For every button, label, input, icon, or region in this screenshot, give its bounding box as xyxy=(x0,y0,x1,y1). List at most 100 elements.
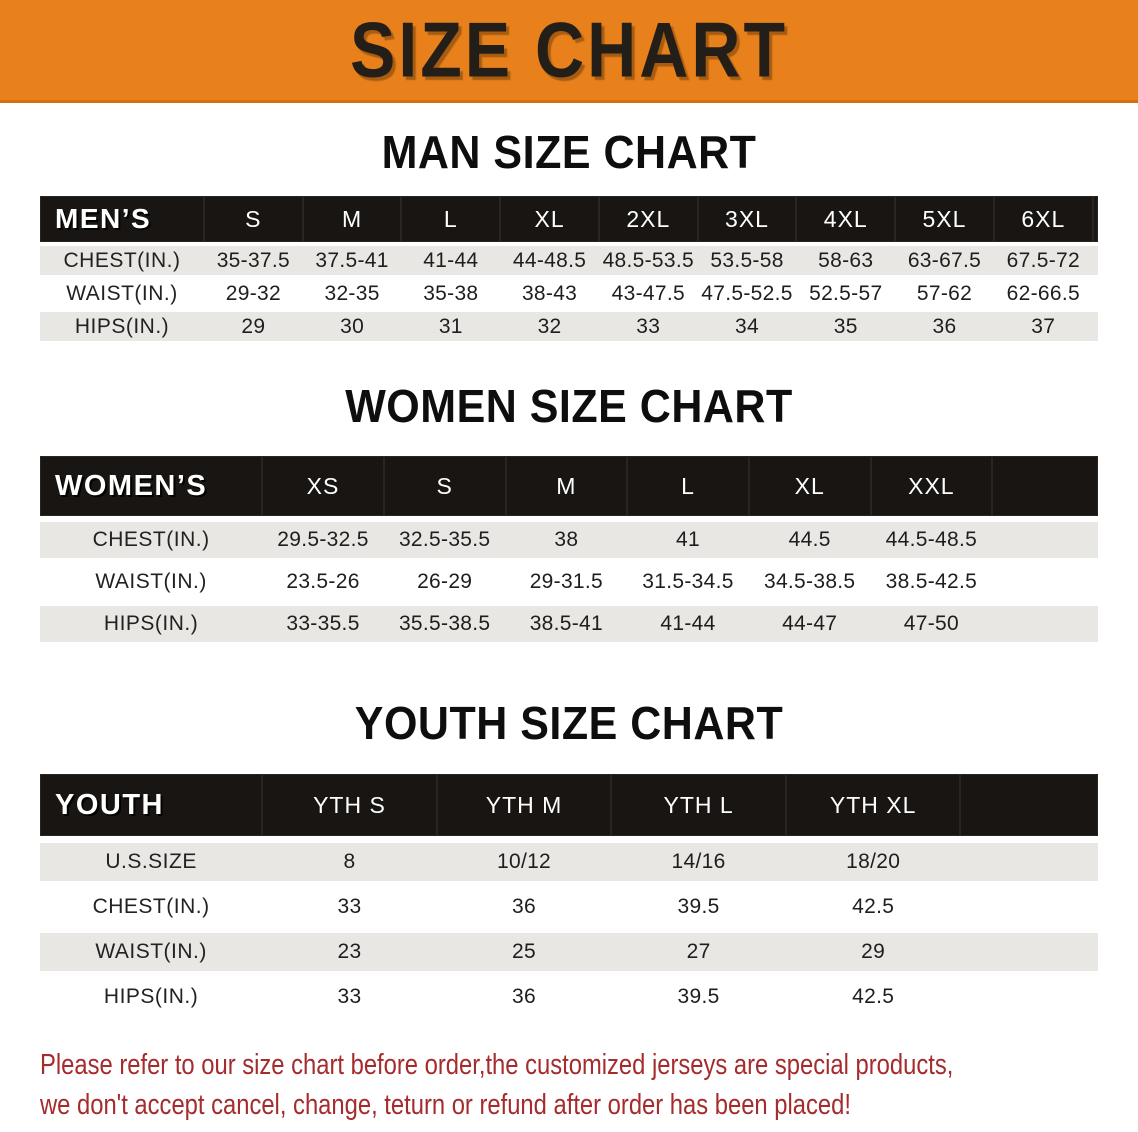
men-size-value-cell: 52.5-57 xyxy=(809,281,883,305)
women-size-value-cell: 44.5-48.5 xyxy=(885,528,978,551)
row-spacer-cell xyxy=(992,564,1098,600)
row-spacer-cell xyxy=(1093,312,1098,341)
women-size-value-cell: 29-31.5 xyxy=(529,570,604,593)
youth-size-column-header: YTH S xyxy=(262,774,437,836)
youth-size-value-cell: 25 xyxy=(512,940,536,963)
men-size-column-header: 4XL xyxy=(796,196,896,242)
women-size-column-header: L xyxy=(627,456,749,516)
youth-measurement-row: HIPS(IN.) 33 36 39.5 42.5 xyxy=(40,978,1098,1016)
women-section-heading: WOMEN SIZE CHART xyxy=(345,381,793,433)
men-size-value-cell: 67.5-72 xyxy=(1006,248,1080,272)
row-spacer-cell xyxy=(960,933,1098,971)
men-size-value-cell: 62-66.5 xyxy=(1006,281,1080,305)
men-size-value-cell: 29-32 xyxy=(225,281,281,305)
disclaimer-line-2: we don't accept cancel, change, teturn o… xyxy=(40,1089,851,1122)
women-size-value-cell: 41-44 xyxy=(660,612,716,635)
youth-size-value-cell: 18/20 xyxy=(846,850,901,873)
men-size-value-cell: 53.5-58 xyxy=(710,248,784,272)
men-size-value-cell: 36 xyxy=(932,314,957,338)
women-row-label: CHEST(IN.) xyxy=(92,528,210,551)
youth-row-label: U.S.SIZE xyxy=(105,850,197,873)
women-size-value-cell: 32.5-35.5 xyxy=(398,528,491,551)
men-row-label: WAIST(IN.) xyxy=(66,281,178,305)
youth-row-label: CHEST(IN.) xyxy=(92,895,210,918)
men-size-value-cell: 32 xyxy=(537,314,562,338)
women-size-column-header: XL xyxy=(748,456,871,516)
youth-size-value-cell: 14/16 xyxy=(671,850,726,873)
row-spacer-cell xyxy=(992,606,1098,642)
disclaimer: Please refer to our size chart before or… xyxy=(40,1045,1138,1125)
women-row-label: WAIST(IN.) xyxy=(95,570,207,593)
banner: SIZE CHART xyxy=(0,0,1138,103)
women-size-column-header: XS xyxy=(262,456,384,516)
youth-size-value-cell: 27 xyxy=(686,940,711,963)
women-size-value-cell: 29.5-32.5 xyxy=(277,528,369,551)
youth-size-value-cell: 10/12 xyxy=(496,850,552,873)
youth-size-value-cell: 23 xyxy=(337,940,362,963)
men-size-value-cell: 35-38 xyxy=(423,281,479,305)
men-size-value-cell: 57-62 xyxy=(916,281,973,305)
men-size-value-cell: 33 xyxy=(636,314,661,338)
men-size-column-header: L xyxy=(401,196,501,242)
youth-measurement-row: U.S.SIZE 8 10/12 14/16 18/20 xyxy=(40,843,1098,881)
men-size-value-cell: 37.5-41 xyxy=(315,248,389,272)
youth-measurement-row: WAIST(IN.) 23 25 27 29 xyxy=(40,933,1098,971)
youth-size-chart-section: YOUTH SIZE CHART YOUTH YTH S YTH M YTH L YTH … xyxy=(0,698,1138,1023)
row-spacer-cell xyxy=(992,522,1098,558)
women-measurement-row: HIPS(IN.) 33-35.5 35.5-38.5 38.5-41 41-44 44-… xyxy=(40,606,1098,642)
youth-measurement-row: CHEST(IN.) 33 36 39.5 42.5 xyxy=(40,888,1098,926)
women-header-row: WOMEN’S XS S M L XL XXL xyxy=(40,456,1098,516)
youth-header-row: YOUTH YTH S YTH M YTH L YTH XL xyxy=(40,774,1098,836)
row-spacer-cell xyxy=(1093,246,1098,275)
women-size-value-cell: 41 xyxy=(676,528,700,551)
men-measurement-row: HIPS(IN.) 29 30 31 32 33 34 35 36 37 xyxy=(40,312,1098,341)
women-measurement-row: WAIST(IN.) 23.5-26 26-29 29-31.5 31.5-34.5 34… xyxy=(40,564,1098,600)
youth-size-value-cell: 33 xyxy=(337,985,362,1008)
men-size-value-cell: 32-35 xyxy=(324,281,380,305)
men-size-value-cell: 63-67.5 xyxy=(907,248,982,272)
women-size-value-cell: 23.5-26 xyxy=(286,570,360,593)
women-row-label: HIPS(IN.) xyxy=(103,612,199,635)
youth-size-value-cell: 33 xyxy=(337,895,362,918)
women-measurement-row: CHEST(IN.) 29.5-32.5 32.5-35.5 38 41 44.5 44.5… xyxy=(40,522,1098,558)
women-table-label: WOMEN’S xyxy=(40,456,263,516)
men-size-table: MEN’S S M L XL 2XL 3XL 4XL 5XL 6XL CHEST(IN.) 35-37… xyxy=(40,192,1098,345)
men-size-value-cell: 44-48.5 xyxy=(512,248,587,272)
youth-size-column-header: YTH XL xyxy=(785,774,961,836)
men-size-chart-section: MAN SIZE CHART MEN’S S M L XL 2XL 3XL 4XL 5XL 6XL C… xyxy=(0,127,1138,345)
men-size-column-header: S xyxy=(203,196,303,242)
women-size-value-cell: 38.5-41 xyxy=(529,612,604,635)
men-size-value-cell: 30 xyxy=(340,314,365,338)
header-spacer-cell xyxy=(1092,196,1098,242)
youth-size-value-cell: 39.5 xyxy=(677,985,720,1008)
youth-size-column-header: YTH M xyxy=(436,774,612,836)
youth-size-value-cell: 42.5 xyxy=(852,895,895,918)
men-size-column-header: M xyxy=(302,196,402,242)
women-size-value-cell: 47-50 xyxy=(903,612,959,635)
men-size-value-cell: 34 xyxy=(735,314,759,338)
youth-section-heading: YOUTH SIZE CHART xyxy=(354,698,784,750)
youth-size-value-cell: 29 xyxy=(861,940,886,963)
youth-size-table: YOUTH YTH S YTH M YTH L YTH XL U.S.SIZE 8 10/12… xyxy=(40,767,1098,1023)
men-section-heading: MAN SIZE CHART xyxy=(381,127,757,179)
women-size-value-cell: 44-47 xyxy=(782,612,838,635)
men-size-value-cell: 58-63 xyxy=(818,248,874,272)
row-spacer-cell xyxy=(960,978,1098,1016)
women-size-value-cell: 31.5-34.5 xyxy=(642,570,734,593)
youth-size-value-cell: 39.5 xyxy=(677,895,720,918)
women-size-value-cell: 38 xyxy=(554,528,579,551)
youth-row-label: HIPS(IN.) xyxy=(103,985,199,1008)
men-row-label: CHEST(IN.) xyxy=(63,248,181,272)
men-size-value-cell: 43-47.5 xyxy=(611,281,685,305)
men-size-value-cell: 47.5-52.5 xyxy=(701,281,793,305)
women-size-value-cell: 26-29 xyxy=(417,570,473,593)
men-measurement-row: CHEST(IN.) 35-37.5 37.5-41 41-44 44-48.5 48.5… xyxy=(40,246,1098,275)
men-size-column-header: 5XL xyxy=(895,196,994,242)
row-spacer-cell xyxy=(960,888,1098,926)
page-title: SIZE CHART xyxy=(350,6,788,94)
men-size-column-header: 3XL xyxy=(697,196,797,242)
men-size-value-cell: 31 xyxy=(438,314,463,338)
women-size-table: WOMEN’S XS S M L XL XXL CHEST(IN.) 29.5-32.5 32.5… xyxy=(40,450,1098,648)
youth-size-value-cell: 36 xyxy=(512,895,536,918)
men-size-column-header: 6XL xyxy=(993,196,1093,242)
